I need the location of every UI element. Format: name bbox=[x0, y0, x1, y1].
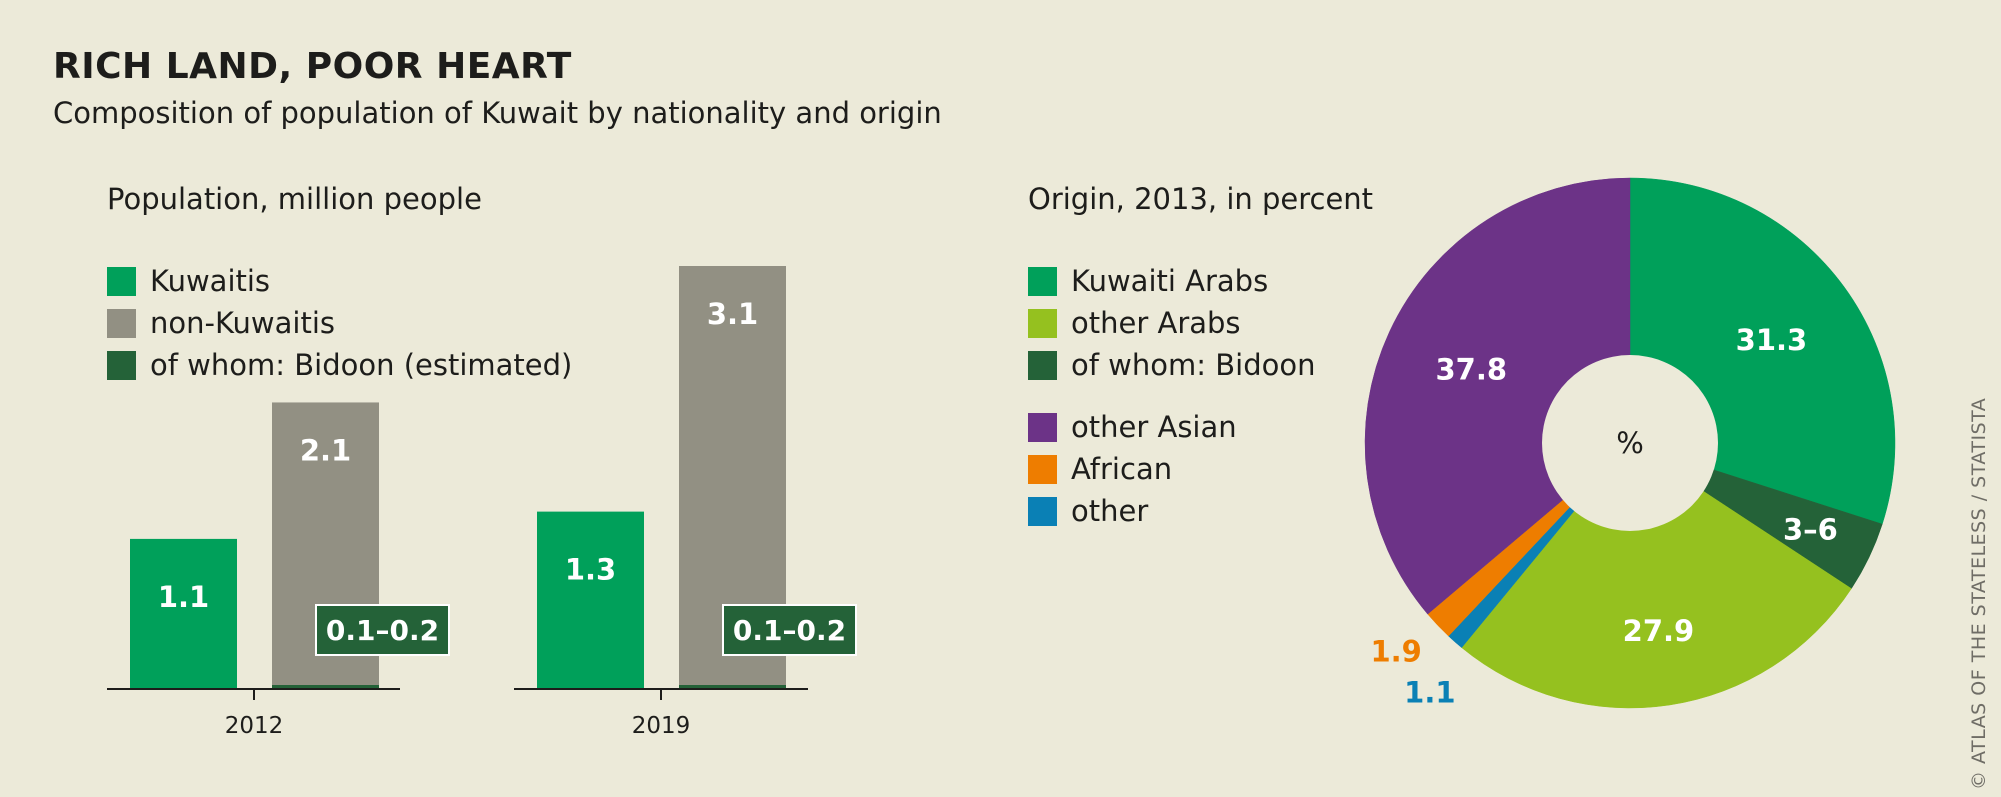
legend-swatch-kuwaiti-arabs bbox=[1028, 266, 1057, 296]
legend-label-bidoon: of whom: Bidoon bbox=[1071, 348, 1316, 382]
bar-label-kuwaitis-2019: 1.3 bbox=[565, 553, 616, 587]
legend-label-other: other bbox=[1071, 494, 1149, 528]
pie-legend: Kuwaiti Arabs other Arabs of whom: Bidoo… bbox=[1028, 260, 1315, 532]
x-tick-label-2012: 2012 bbox=[225, 713, 284, 739]
bar-chart-title: Population, million people bbox=[107, 182, 482, 216]
pie-chart-title: Origin, 2013, in percent bbox=[1028, 182, 1374, 216]
pie-slice-other-arabs bbox=[1461, 442, 1852, 709]
legend-label-bidoon-estimated: of whom: Bidoon (estimated) bbox=[150, 348, 573, 382]
legend-label-african: African bbox=[1071, 452, 1173, 486]
legend-item-african: African bbox=[1028, 448, 1315, 490]
legend-swatch-other-asian bbox=[1028, 412, 1057, 442]
legend-item-other-asian: other Asian bbox=[1028, 406, 1315, 448]
legend-item-non-kuwaitis: non-Kuwaitis bbox=[107, 302, 572, 344]
bar-label-non-kuwaitis-2019: 3.1 bbox=[707, 297, 758, 331]
pie-label-other: 1.1 bbox=[1404, 675, 1455, 709]
bar-bidoon-2019 bbox=[679, 685, 786, 689]
legend-swatch-african bbox=[1028, 454, 1057, 484]
legend-swatch-kuwaitis bbox=[107, 266, 136, 296]
legend-label-other-asian: other Asian bbox=[1071, 410, 1237, 444]
pie-label-african: 1.9 bbox=[1370, 635, 1421, 669]
pie-center-hole bbox=[1542, 355, 1718, 531]
pie-label-of-whom-bidoon: 3–6 bbox=[1783, 512, 1838, 546]
legend-item-kuwaiti-arabs: Kuwaiti Arabs bbox=[1028, 260, 1315, 302]
bar-kuwaitis-2019 bbox=[537, 511, 644, 689]
bar-label-kuwaitis-2012: 1.1 bbox=[158, 580, 209, 614]
chart-subtitle: Composition of population of Kuwait by n… bbox=[53, 96, 942, 130]
chart-title: RICH LAND, POOR HEART bbox=[53, 46, 572, 87]
bar-bidoon-2012 bbox=[272, 685, 379, 689]
legend-swatch-bidoon bbox=[1028, 350, 1057, 380]
bar-label-bidoon-2012: 0.1–0.2 bbox=[326, 614, 439, 647]
legend-swatch-other-arabs bbox=[1028, 308, 1057, 338]
bar-label-bidoon-2019: 0.1–0.2 bbox=[733, 614, 846, 647]
x-tick-label-2019: 2019 bbox=[632, 713, 691, 739]
pie-label-kuwaiti-arabs: 31.3 bbox=[1736, 323, 1808, 357]
legend-item-bidoon: of whom: Bidoon bbox=[1028, 344, 1315, 386]
legend-label-kuwaiti-arabs: Kuwaiti Arabs bbox=[1071, 264, 1269, 298]
legend-label-other-arabs: other Arabs bbox=[1071, 306, 1241, 340]
bar-label-non-kuwaitis-2012: 2.1 bbox=[300, 433, 351, 467]
legend-item-bidoon-estimated: of whom: Bidoon (estimated) bbox=[107, 344, 572, 386]
source-credit: © ATLAS OF THE STATELESS / STATISTA bbox=[1968, 397, 1990, 790]
legend-swatch-bidoon-estimated bbox=[107, 350, 136, 380]
legend-item-other-arabs: other Arabs bbox=[1028, 302, 1315, 344]
pie-slice-other-asian bbox=[1364, 177, 1631, 615]
bar-kuwaitis-2012 bbox=[130, 538, 237, 689]
legend-swatch-non-kuwaitis bbox=[107, 308, 136, 338]
legend-item-kuwaitis: Kuwaitis bbox=[107, 260, 572, 302]
legend-swatch-other bbox=[1028, 496, 1057, 526]
bar-legend: Kuwaitis non-Kuwaitis of whom: Bidoon (e… bbox=[107, 260, 572, 386]
pie-label-other-asian: 37.8 bbox=[1435, 352, 1507, 386]
bar-label-box-bidoon-2012 bbox=[315, 604, 450, 656]
legend-label-non-kuwaitis: non-Kuwaitis bbox=[150, 306, 336, 340]
bar-label-box-bidoon-2019 bbox=[722, 604, 857, 656]
legend-item-other: other bbox=[1028, 490, 1315, 532]
legend-label-kuwaitis: Kuwaitis bbox=[150, 264, 271, 298]
pie-center-label: % bbox=[1616, 426, 1644, 460]
pie-label-other-arabs: 27.9 bbox=[1623, 614, 1695, 648]
